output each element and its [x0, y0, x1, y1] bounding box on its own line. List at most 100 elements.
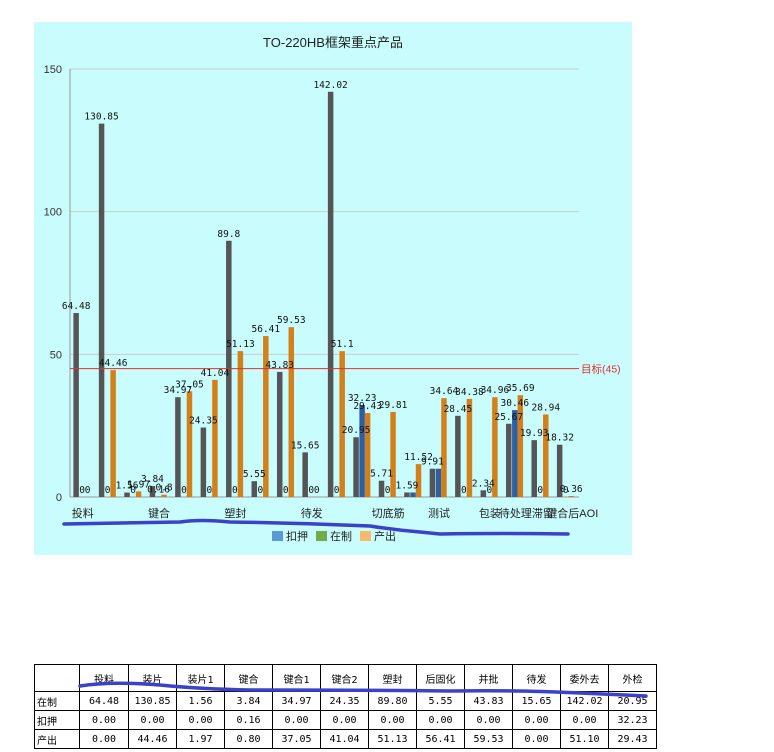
table-cell: 130.85	[128, 691, 177, 711]
table-cell: 56.41	[416, 729, 465, 749]
data-label: 34.38	[455, 387, 484, 398]
bar-在制	[480, 490, 487, 497]
data-label: 0	[207, 485, 213, 496]
table-cell: 0.00	[416, 710, 465, 730]
bar-在制	[98, 123, 105, 498]
table-cell: 0.00	[560, 710, 609, 730]
bar-在制	[455, 415, 461, 497]
data-label: 25.67	[494, 412, 523, 423]
y-tick-label: 50	[50, 349, 62, 361]
bar-在制	[302, 452, 308, 497]
bar-产出	[339, 351, 345, 497]
data-label: 19.93	[520, 428, 549, 439]
table-cell: 51.13	[368, 729, 417, 749]
bar-产出	[237, 351, 244, 497]
data-label: 0	[283, 485, 289, 496]
data-label: 28.94	[531, 402, 560, 413]
table-cell: 24.35	[320, 691, 369, 711]
data-label: 5.71	[370, 469, 393, 480]
bar-扣押	[410, 492, 416, 497]
data-label: 29.43	[353, 401, 382, 412]
bar-产出	[492, 397, 498, 497]
data-label: 0	[79, 485, 85, 496]
data-label: 15.65	[291, 440, 320, 451]
bar-在制	[506, 423, 512, 497]
legend-label: 在制	[330, 530, 352, 543]
table-cell: 0.00	[79, 710, 129, 730]
data-label: 0	[537, 485, 543, 496]
y-tick-label: 0	[56, 492, 62, 504]
data-label: 0	[232, 485, 238, 496]
table-cell: 3.84	[224, 691, 273, 711]
bar-在制	[378, 480, 385, 497]
legend-swatch	[360, 531, 371, 541]
data-label: 3.84	[141, 474, 164, 485]
data-label: 130.85	[84, 112, 118, 123]
bar-在制	[251, 481, 258, 497]
bar-产出	[415, 464, 422, 497]
x-tick-label: 键合	[148, 506, 170, 520]
data-label: 0.36	[560, 484, 583, 495]
y-tick-label: 100	[44, 207, 62, 219]
data-label: 89.8	[217, 229, 240, 240]
bar-在制	[276, 371, 283, 497]
table-header-cell: 键合1	[272, 664, 321, 692]
data-label: 0	[461, 485, 467, 496]
bar-在制	[531, 440, 537, 497]
x-tick-label: 投料	[72, 506, 94, 520]
data-label: 0	[85, 485, 91, 496]
bar-产出	[568, 495, 574, 497]
bar-产出	[110, 370, 116, 497]
bar-产出	[364, 413, 371, 497]
table-body: 在制 64.48 130.85 1.56 3.84 34.97 24.35 89.80 5.55…	[34, 691, 657, 749]
table-cell: 1.56	[176, 691, 225, 711]
y-tick-label: 150	[44, 64, 62, 76]
bar-产出	[161, 494, 167, 497]
bar-产出	[186, 391, 193, 497]
data-table: 投料 装片 装片1 键合 键合1 键合2 塑封 后固化 并批 待发 委外去 外检 在制 64.48 130…	[34, 664, 657, 749]
data-label: 43.83	[265, 360, 294, 371]
table-cell: 59.53	[464, 729, 513, 749]
data-label: 35.69	[506, 383, 535, 394]
x-tick-label: 包装	[479, 507, 501, 520]
x-tick-label: 滞留	[532, 507, 554, 520]
table-cell: 0.00	[320, 710, 369, 730]
table-header-cell: 并批	[464, 664, 513, 692]
table-header-cell: 待发	[512, 664, 561, 692]
table-header-cell: 塑封	[368, 664, 417, 692]
data-label: 51.13	[226, 339, 255, 350]
bar-在制	[429, 468, 436, 497]
bar-产出	[441, 398, 447, 497]
data-label: 1.56	[116, 481, 139, 492]
bar-产出	[135, 491, 142, 497]
legend-swatch	[272, 531, 283, 541]
data-label: 1.59	[396, 480, 419, 491]
table-cell: 0.00	[512, 729, 561, 749]
table-header-cell: 投料	[79, 664, 129, 692]
table-cell: 0.00	[512, 710, 561, 730]
x-tick-label: 塑封	[224, 506, 246, 520]
bar-在制	[149, 486, 156, 497]
table-cell: 41.04	[320, 729, 369, 749]
table-header-cell: 委外去	[560, 664, 609, 692]
data-label: 34.96	[481, 385, 510, 396]
data-label: 0	[181, 485, 187, 496]
table-corner-cell	[34, 664, 80, 692]
data-label: 0	[257, 485, 263, 496]
table-cell: 0.80	[224, 729, 273, 749]
table-cell: 0.00	[368, 710, 417, 730]
bar-在制	[353, 437, 359, 497]
table-cell: 15.65	[512, 691, 561, 711]
data-label: 34.97	[164, 385, 193, 396]
bar-产出	[263, 336, 269, 497]
data-label: 0	[308, 485, 314, 496]
bar-产出	[390, 411, 396, 497]
table-cell: 29.43	[608, 729, 657, 749]
bar-产出	[288, 327, 295, 497]
data-label: 0	[563, 485, 569, 496]
table-row-label: 产出	[34, 729, 80, 749]
table-header-cell: 装片1	[176, 664, 225, 692]
data-label: 30.46	[501, 398, 530, 409]
bar-扣押	[435, 468, 442, 497]
data-label: 0	[105, 485, 111, 496]
